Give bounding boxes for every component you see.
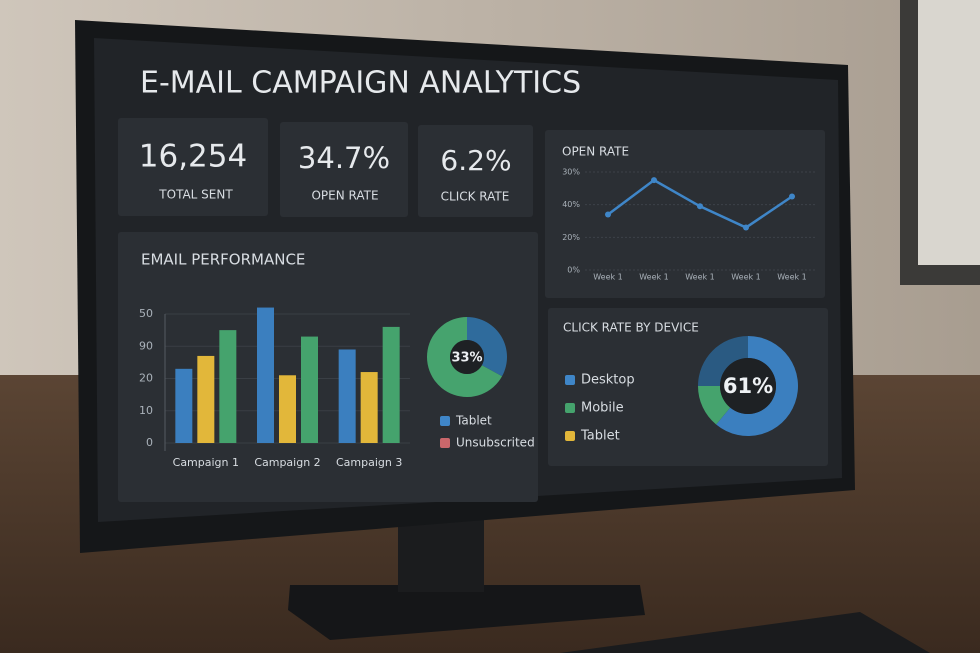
- donut-segment: [698, 386, 731, 425]
- line-point: [789, 193, 795, 200]
- legend-label: Desktop: [581, 373, 635, 388]
- kpi-card: [280, 122, 408, 217]
- bar: [175, 368, 193, 443]
- x-tick-label: Campaign 2: [254, 456, 320, 469]
- y-tick-label: 20%: [562, 233, 580, 242]
- monitor-neck: [398, 520, 484, 592]
- y-tick-label: 20: [139, 372, 153, 385]
- y-tick-label: 30%: [562, 168, 580, 177]
- legend-swatch: [565, 431, 575, 441]
- donut-segment: [716, 336, 798, 436]
- kpi-value: 16,254: [139, 139, 247, 175]
- legend-label: Tablet: [455, 414, 492, 428]
- donut-segment: [698, 336, 748, 386]
- kpi-label: TOTAL SENT: [158, 188, 233, 202]
- legend-swatch: [440, 416, 450, 426]
- dashboard-title: E-MAIL CAMPAIGN ANALYTICS: [140, 66, 581, 101]
- kpi-label: OPEN RATE: [311, 189, 378, 203]
- y-tick-label: 0: [146, 436, 153, 449]
- panel-title: EMAIL PERFORMANCE: [141, 251, 305, 269]
- donut-segment: [467, 317, 507, 377]
- y-tick-label: 50: [139, 307, 153, 320]
- bar: [197, 355, 215, 443]
- bar: [338, 349, 356, 443]
- panel-title: OPEN RATE: [562, 145, 629, 159]
- legend-swatch: [565, 403, 575, 413]
- legend-label: Tablet: [580, 429, 620, 444]
- line-point: [651, 177, 657, 184]
- x-tick-label: Week 1: [593, 273, 623, 282]
- x-tick-label: Week 1: [639, 273, 669, 282]
- bar: [257, 307, 274, 443]
- donut-hole: [450, 340, 484, 374]
- bar: [360, 372, 378, 443]
- kpi-card: [418, 125, 533, 217]
- donut-center-label: 61%: [723, 374, 773, 398]
- x-tick-label: Campaign 3: [336, 456, 402, 469]
- y-tick-label: 10: [139, 404, 153, 417]
- donut-center-label: 33%: [451, 351, 482, 366]
- bar: [219, 330, 237, 443]
- y-tick-label: 90: [139, 339, 153, 352]
- bar: [382, 326, 400, 443]
- x-tick-label: Campaign 1: [173, 456, 239, 469]
- donut-hole: [720, 358, 776, 414]
- line-point: [605, 211, 611, 218]
- x-tick-label: Week 1: [685, 273, 715, 282]
- keyboard: [560, 612, 930, 653]
- kpi-value: 34.7%: [298, 141, 390, 175]
- line-point: [743, 224, 749, 231]
- legend-label: Mobile: [581, 401, 624, 416]
- window: [918, 0, 980, 265]
- legend-swatch: [440, 438, 450, 448]
- y-tick-label: 40%: [562, 200, 580, 209]
- legend-swatch: [565, 375, 575, 385]
- donut-segment: [426, 316, 503, 397]
- monitor-base: [288, 585, 645, 640]
- y-tick-label: 0%: [567, 266, 580, 275]
- kpi-value: 6.2%: [440, 144, 511, 177]
- kpi-label: CLICK RATE: [441, 190, 510, 204]
- legend-label: Unsubscrited: [456, 436, 535, 450]
- x-tick-label: Week 1: [777, 273, 807, 282]
- line-point: [697, 203, 703, 210]
- x-tick-label: Week 1: [731, 273, 761, 282]
- panel-title: CLICK RATE BY DEVICE: [563, 321, 699, 335]
- kpi-card: [118, 118, 268, 216]
- bar: [301, 336, 318, 443]
- bar: [279, 375, 296, 443]
